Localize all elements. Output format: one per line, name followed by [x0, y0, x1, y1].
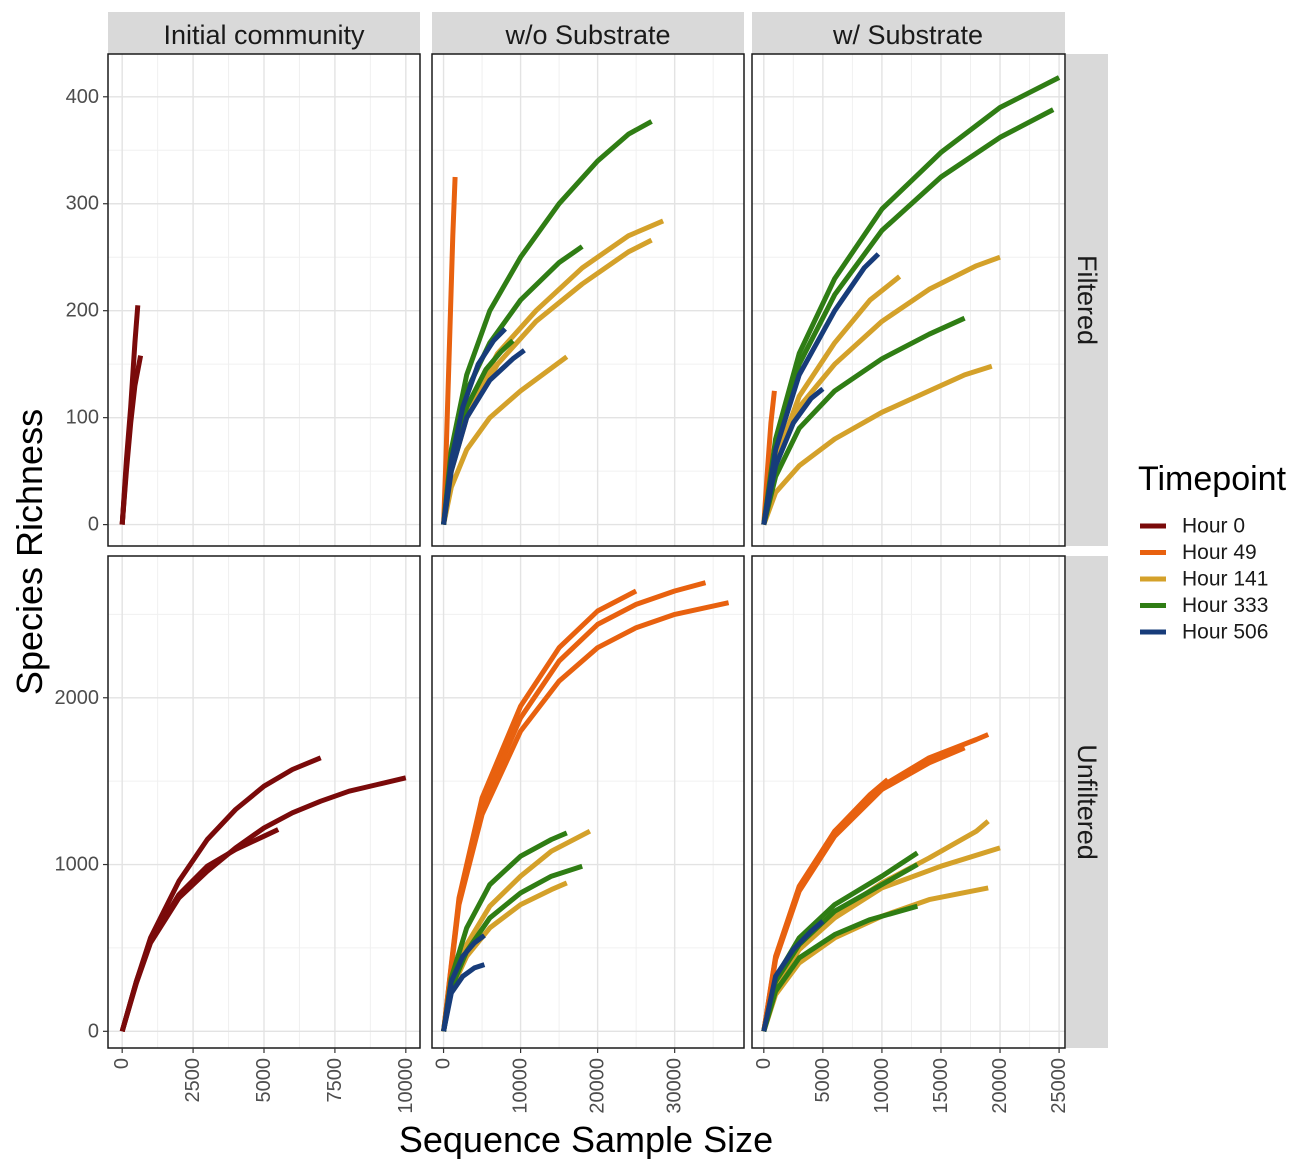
x-tick-label: 0: [433, 1058, 455, 1069]
series-line-hour-506: [441, 348, 526, 525]
panel-r1-c1: 0 100 200 300 400: [66, 53, 421, 547]
y-tick-label: 300: [66, 193, 99, 215]
strip-col-3-label: w/ Substrate: [832, 20, 983, 50]
series-line-hour-49: [441, 600, 730, 1032]
x-tick-label: 7500: [324, 1058, 346, 1103]
x-tick-label: 20000: [989, 1058, 1011, 1114]
series-line-hour-333: [761, 903, 919, 1033]
panel-border: [431, 53, 745, 547]
legend: Hour 0 Hour 49 Hour 141 Hour 333 Hour 506: [1140, 515, 1268, 644]
panel-r1-c3: [751, 53, 1066, 547]
x-tick-label: 10000: [395, 1058, 417, 1114]
series-line-hour-0: [119, 369, 139, 525]
panel-border: [751, 555, 1066, 1049]
y-tick-label: 100: [66, 407, 99, 429]
x-tick-label: 20000: [587, 1058, 609, 1114]
x-tick-label: 0: [753, 1058, 775, 1069]
x-tick-label: 15000: [930, 1058, 952, 1114]
strip-col-3-bg: [752, 12, 1065, 54]
x-tick-label: 2500: [182, 1058, 204, 1103]
series-line-hour-0: [119, 775, 407, 1033]
series-line-hour-506: [441, 933, 486, 1032]
strip-row-1-label: Filtered: [1072, 255, 1102, 345]
strip-row-2-bg: [1066, 556, 1108, 1048]
x-tick-label: 10000: [871, 1058, 893, 1114]
y-tick-label: 0: [88, 1020, 99, 1042]
strip-row-2-label: Unfiltered: [1072, 744, 1102, 860]
y-tick-label: 1000: [55, 854, 100, 876]
panel-background: [752, 556, 1065, 1048]
y-tick-label: 2000: [55, 687, 100, 709]
series-line-hour-333: [761, 75, 1061, 525]
strip-col-2-bg: [432, 12, 744, 54]
panel-r2-c1: 0 1000 2000 0 2500 5000 7500 10000: [55, 555, 421, 1114]
panel-border: [751, 53, 1066, 547]
x-tick-label: 0: [111, 1058, 133, 1069]
series-line-hour-141: [761, 363, 993, 526]
strip-col-1-bg: [108, 12, 420, 54]
legend-label-hour-49: Hour 49: [1182, 541, 1257, 564]
x-tick-label: 10000: [510, 1058, 532, 1114]
strip-row-1-bg: [1066, 54, 1108, 546]
legend-title: Timepoint: [1138, 460, 1287, 498]
x-tick-label: 5000: [253, 1058, 275, 1103]
series-line-hour-506: [761, 919, 825, 1032]
series-line-hour-49: [761, 777, 890, 1032]
panel-r1-c2: [431, 53, 745, 547]
strip-col-1-label: Initial community: [163, 20, 365, 50]
x-tick-label: 30000: [664, 1058, 686, 1114]
strip-col-2-label: w/o Substrate: [504, 20, 670, 50]
legend-label-hour-141: Hour 141: [1182, 568, 1268, 591]
y-tick-label: 400: [66, 86, 99, 108]
legend-label-hour-0: Hour 0: [1182, 515, 1245, 538]
x-axis-title: Sequence Sample Size: [399, 1119, 773, 1159]
legend-label-hour-506: Hour 506: [1182, 621, 1268, 644]
series-line-hour-49: [441, 176, 458, 525]
x-tick-label: 5000: [812, 1058, 834, 1103]
y-axis-title: Species Richness: [9, 409, 50, 695]
panel-background: [432, 54, 744, 546]
y-tick-label: 200: [66, 300, 99, 322]
panel-r2-c3: 0 5000 10000 15000 20000 25000: [751, 555, 1070, 1114]
panel-r2-c2: 0 10000 20000 30000: [431, 555, 745, 1114]
panel-border: [431, 555, 745, 1049]
x-tick-label: 25000: [1048, 1058, 1070, 1114]
series-line-hour-506: [761, 252, 881, 525]
panel-border: [107, 53, 421, 547]
y-tick-label: 0: [88, 514, 99, 536]
legend-label-hour-333: Hour 333: [1182, 594, 1268, 617]
